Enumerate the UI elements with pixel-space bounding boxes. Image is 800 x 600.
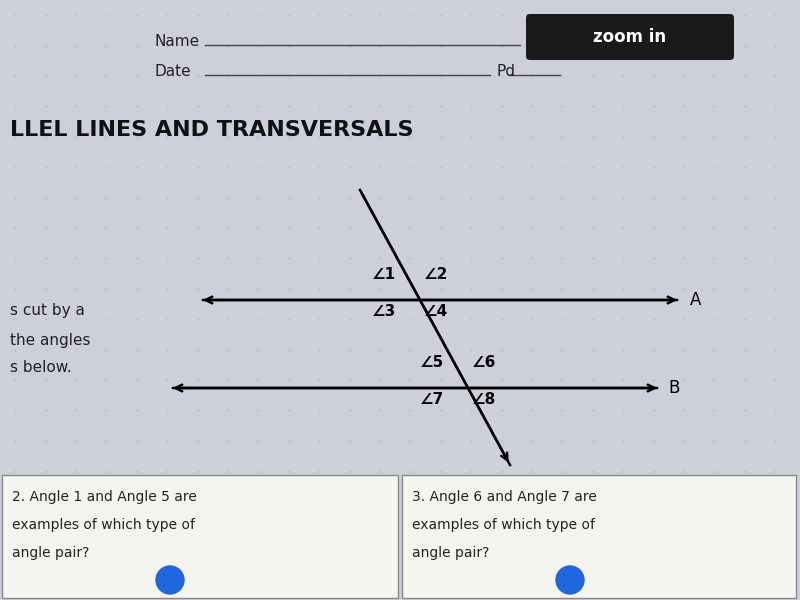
Text: ∠5: ∠5: [420, 355, 444, 370]
Text: ∠2: ∠2: [424, 267, 448, 282]
Circle shape: [556, 566, 584, 594]
Text: s cut by a: s cut by a: [10, 302, 85, 317]
FancyBboxPatch shape: [402, 475, 796, 598]
Circle shape: [156, 566, 184, 594]
Text: angle pair?: angle pair?: [12, 546, 90, 560]
Text: Name: Name: [155, 34, 200, 49]
Text: A: A: [690, 291, 702, 309]
Text: B: B: [668, 379, 679, 397]
Text: 3. Angle 6 and Angle 7 are: 3. Angle 6 and Angle 7 are: [412, 490, 597, 504]
Text: angle pair?: angle pair?: [412, 546, 490, 560]
Text: the angles: the angles: [10, 332, 90, 347]
Text: ∠3: ∠3: [372, 304, 396, 319]
FancyBboxPatch shape: [526, 14, 734, 60]
Text: examples of which type of: examples of which type of: [412, 518, 595, 532]
Text: s below.: s below.: [10, 361, 72, 376]
Text: 2. Angle 1 and Angle 5 are: 2. Angle 1 and Angle 5 are: [12, 490, 197, 504]
Text: zoom in: zoom in: [594, 28, 666, 46]
Text: ∠6: ∠6: [472, 355, 496, 370]
Text: ∠8: ∠8: [472, 392, 496, 407]
Text: LLEL LINES AND TRANSVERSALS: LLEL LINES AND TRANSVERSALS: [10, 120, 414, 140]
Text: Date: Date: [155, 64, 192, 79]
Text: ∠7: ∠7: [420, 392, 444, 407]
FancyBboxPatch shape: [2, 475, 398, 598]
Text: ∠1: ∠1: [372, 267, 396, 282]
Text: ∠4: ∠4: [424, 304, 448, 319]
Text: examples of which type of: examples of which type of: [12, 518, 195, 532]
Text: Pd: Pd: [497, 64, 516, 79]
